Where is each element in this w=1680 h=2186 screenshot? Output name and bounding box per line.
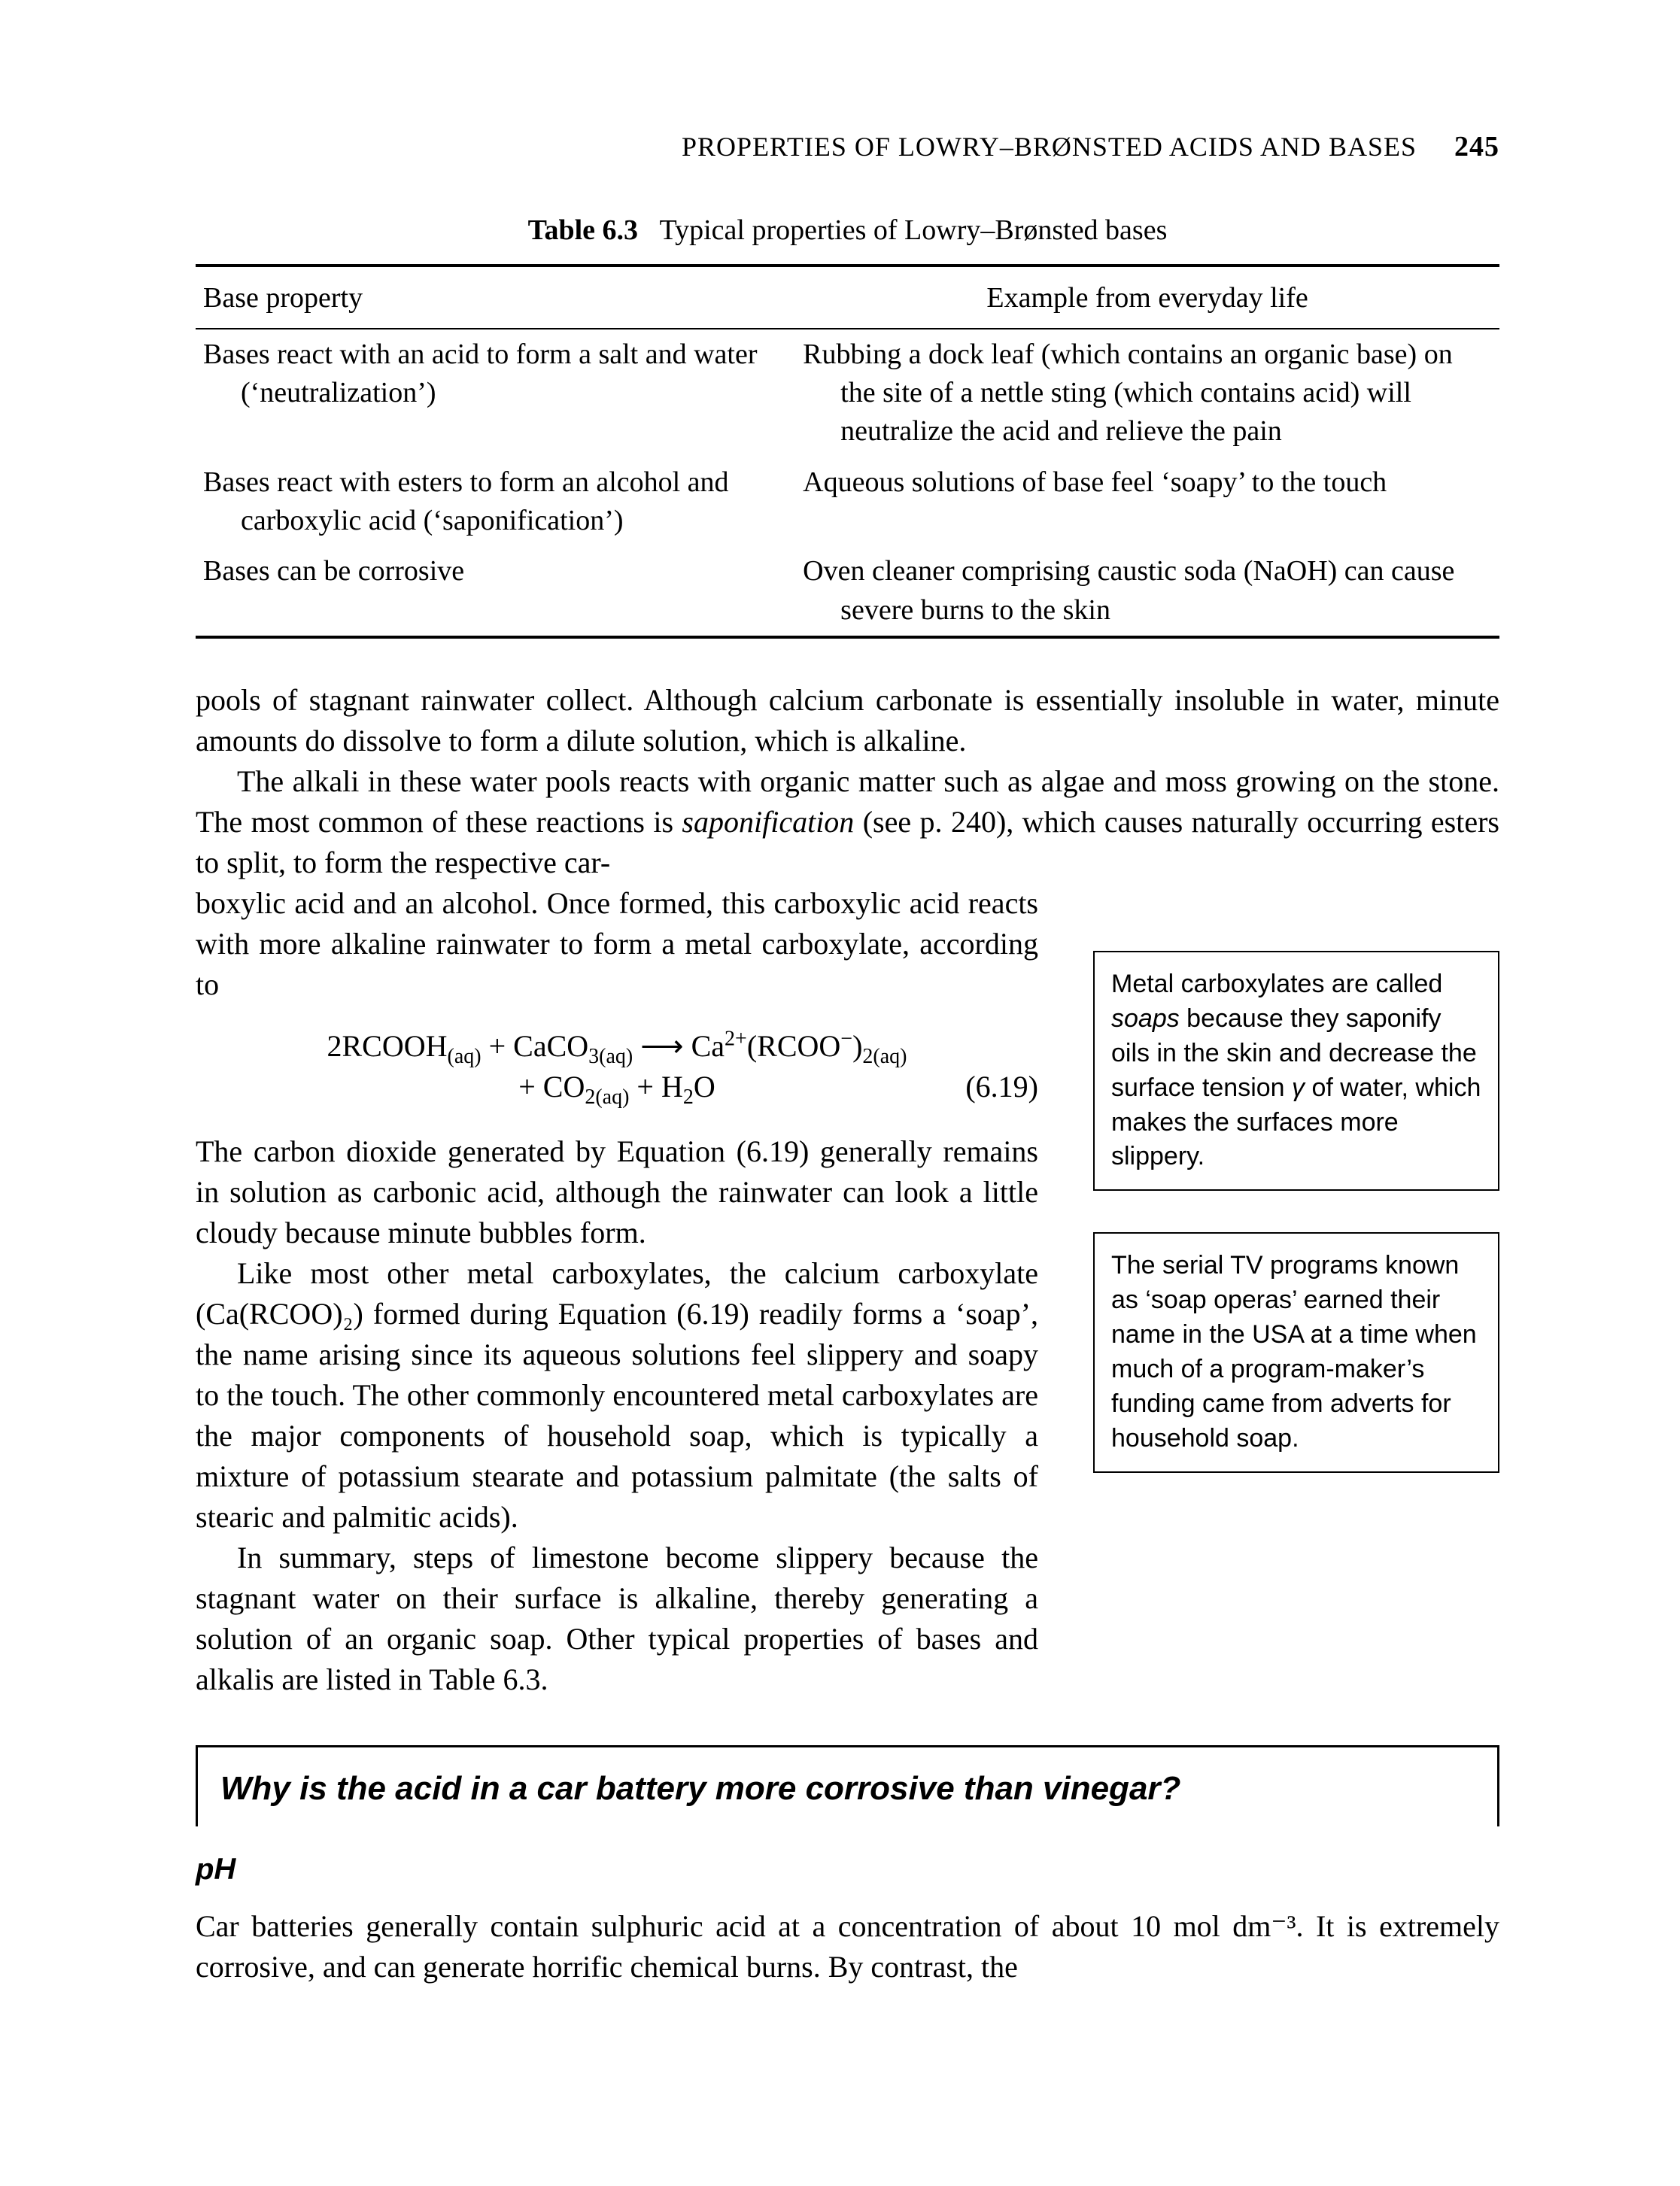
body-paragraph: Like most other metal carboxylates, the … xyxy=(196,1253,1038,1538)
table-row: Bases react with an acid to form a salt … xyxy=(196,329,1499,457)
equation-block: 2RCOOH(aq) + CaCO3(aq) ⟶ Ca2+(RCOO−)2(aq… xyxy=(196,1026,1038,1107)
sidebox-text: The serial TV programs known as ‘soap op… xyxy=(1111,1251,1477,1452)
table-header-property: Base property xyxy=(196,266,795,329)
table-cell-property: Bases can be corrosive xyxy=(203,552,788,591)
body-paragraph: Car batteries generally contain sulphuri… xyxy=(196,1906,1499,1987)
subsection-heading: pH xyxy=(196,1849,1499,1890)
table-row: Bases react with esters to form an alcoh… xyxy=(196,457,1499,547)
table-cell-property: Bases react with an acid to form a salt … xyxy=(203,335,788,413)
properties-table: Base property Example from everyday life… xyxy=(196,264,1499,639)
table-label: Table 6.3 xyxy=(528,214,638,246)
table-cell-example: Aqueous solutions of base feel ‘soapy’ t… xyxy=(803,463,1492,502)
table-cell-example: Oven cleaner comprising caustic soda (Na… xyxy=(803,552,1492,630)
table-caption-text: Typical properties of Lowry–Brønsted bas… xyxy=(660,214,1168,246)
question-box: Why is the acid in a car battery more co… xyxy=(196,1745,1499,1826)
table-row: Bases can be corrosive Oven cleaner comp… xyxy=(196,546,1499,637)
table-cell-property: Bases react with esters to form an alcoh… xyxy=(203,463,788,541)
body-paragraph: The alkali in these water pools reacts w… xyxy=(196,761,1499,883)
sidebox-symbol-gamma: γ xyxy=(1292,1073,1305,1102)
sidebox-text-italic: soaps xyxy=(1111,1004,1180,1033)
table-caption: Table 6.3 Typical properties of Lowry–Br… xyxy=(196,211,1499,250)
running-head: PROPERTIES OF LOWRY–BRØNSTED ACIDS AND B… xyxy=(196,128,1499,166)
equation-line: + CO2(aq) + H2O (6.19) xyxy=(196,1067,1038,1107)
sidebox-soap-operas: The serial TV programs known as ‘soap op… xyxy=(1093,1232,1499,1472)
body-paragraph: pools of stagnant rainwater collect. Alt… xyxy=(196,680,1499,761)
table-header-example: Example from everyday life xyxy=(795,266,1499,329)
running-head-text: PROPERTIES OF LOWRY–BRØNSTED ACIDS AND B… xyxy=(682,132,1417,162)
sidebox-soaps: Metal carboxylates are called soaps beca… xyxy=(1093,951,1499,1191)
body-paragraph: In summary, steps of limestone become sl… xyxy=(196,1538,1038,1700)
equation-line: 2RCOOH(aq) + CaCO3(aq) ⟶ Ca2+(RCOO−)2(aq… xyxy=(196,1026,1038,1067)
body-paragraph: The carbon dioxide generated by Equation… xyxy=(196,1131,1038,1253)
page-number: 245 xyxy=(1454,131,1499,162)
equation-number: (6.19) xyxy=(965,1067,1038,1107)
body-text-italic: saponification xyxy=(682,805,854,839)
question-text: Why is the acid in a car battery more co… xyxy=(220,1770,1180,1807)
table-cell-example: Rubbing a dock leaf (which contains an o… xyxy=(803,335,1492,451)
body-paragraph: boxylic acid and an alcohol. Once formed… xyxy=(196,883,1038,1005)
sidebox-text: Metal carboxylates are called xyxy=(1111,970,1442,998)
